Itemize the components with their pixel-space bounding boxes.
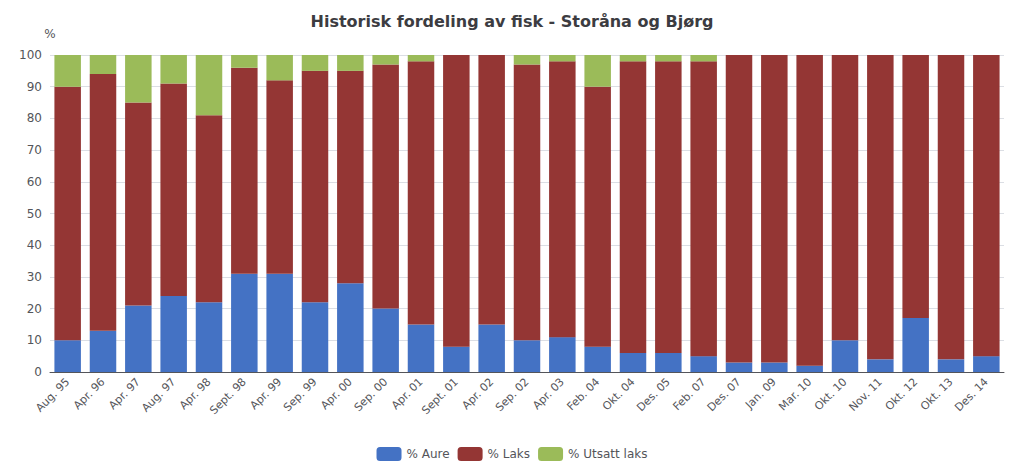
svg-text:60: 60 — [27, 175, 42, 189]
svg-text:Apr. 99: Apr. 99 — [248, 375, 285, 412]
svg-text:Apr. 98: Apr. 98 — [176, 375, 214, 413]
svg-text:%: % — [44, 27, 55, 41]
svg-text:80: 80 — [27, 111, 42, 125]
svg-text:Des. 07: Des. 07 — [705, 375, 744, 414]
svg-text:Apr. 00: Apr. 00 — [318, 375, 355, 412]
svg-text:Feb. 04: Feb. 04 — [564, 375, 602, 413]
svg-text:Sep. 99: Sep. 99 — [281, 375, 320, 414]
svg-text:Okt. 10: Okt. 10 — [812, 375, 850, 413]
svg-text:Apr. 97: Apr. 97 — [106, 375, 143, 412]
svg-text:Sept. 98: Sept. 98 — [207, 375, 249, 417]
svg-text:Sep. 00: Sep. 00 — [352, 375, 391, 414]
svg-text:10: 10 — [27, 333, 42, 347]
svg-text:50: 50 — [27, 207, 42, 221]
svg-text:Des. 05: Des. 05 — [634, 375, 673, 414]
svg-text:0: 0 — [34, 365, 42, 379]
svg-text:Apr. 01: Apr. 01 — [388, 375, 426, 413]
svg-text:30: 30 — [27, 270, 42, 284]
svg-text:90: 90 — [27, 80, 42, 94]
svg-text:Jan. 09: Jan. 09 — [742, 375, 779, 412]
svg-text:% Utsatt laks: % Utsatt laks — [568, 447, 647, 461]
svg-text:Aug. 97: Aug. 97 — [139, 375, 178, 414]
svg-text:Sept. 01: Sept. 01 — [419, 375, 461, 417]
svg-text:Mar. 10: Mar. 10 — [776, 375, 814, 413]
svg-text:Aug. 95: Aug. 95 — [33, 375, 72, 414]
svg-text:20: 20 — [27, 302, 42, 316]
svg-text:% Laks: % Laks — [488, 447, 530, 461]
svg-text:Okt. 13: Okt. 13 — [918, 375, 956, 413]
svg-text:Nov. 11: Nov. 11 — [846, 375, 885, 414]
svg-text:Apr. 02: Apr. 02 — [460, 375, 497, 412]
svg-text:Okt. 12: Okt. 12 — [883, 375, 921, 413]
svg-text:70: 70 — [27, 143, 42, 157]
svg-text:Historisk fordeling av fisk -: Historisk fordeling av fisk - Storåna og… — [311, 12, 714, 31]
svg-text:Apr. 03: Apr. 03 — [530, 375, 567, 412]
svg-text:Sep. 02: Sep. 02 — [493, 375, 532, 414]
svg-text:100: 100 — [19, 48, 42, 62]
svg-text:Des. 14: Des. 14 — [952, 375, 991, 414]
svg-text:Feb. 07: Feb. 07 — [670, 375, 708, 413]
svg-text:40: 40 — [27, 238, 42, 252]
svg-text:% Aure: % Aure — [407, 447, 450, 461]
svg-text:Apr. 96: Apr. 96 — [71, 375, 108, 412]
svg-text:Okt. 04: Okt. 04 — [600, 375, 638, 413]
